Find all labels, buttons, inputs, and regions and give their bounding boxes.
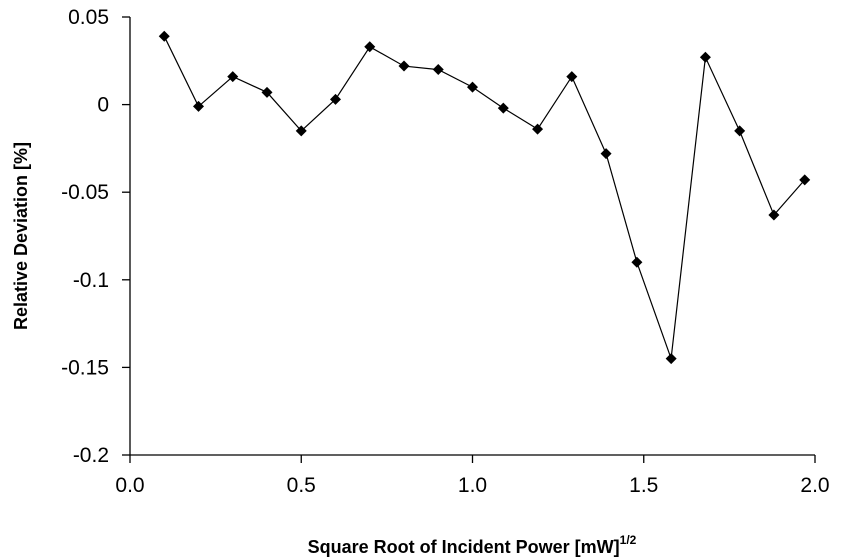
data-point [532, 123, 544, 135]
x-tick-label: 1.5 [629, 474, 658, 497]
x-axis-ticks: 0.0 0.5 1.0 1.5 2.0 [115, 455, 830, 497]
y-axis-ticks: 0.05 0 -0.05 -0.1 -0.15 -0.2 [61, 6, 130, 467]
x-axis-title-superscript: 1/2 [620, 533, 637, 547]
x-tick-label: 2.0 [800, 474, 829, 497]
data-point [799, 174, 811, 186]
data-point [227, 71, 239, 83]
x-tick-label: 1.0 [458, 474, 487, 497]
data-point [734, 125, 746, 137]
data-point [665, 353, 677, 365]
data-point [295, 125, 307, 137]
x-tick-label: 0.0 [115, 474, 144, 497]
data-point [398, 60, 410, 72]
x-axis-title: Square Root of Incident Power [mW]1/2 [308, 533, 637, 557]
y-tick-label: 0.05 [68, 6, 109, 29]
y-tick-label: -0.2 [73, 444, 109, 467]
data-point [432, 64, 444, 76]
y-tick-label: -0.15 [61, 356, 109, 379]
data-point [497, 102, 509, 114]
data-point [261, 86, 273, 98]
data-point [330, 93, 341, 105]
data-point [600, 148, 612, 160]
data-point [699, 51, 711, 63]
series-line [163, 36, 806, 359]
data-series [158, 30, 811, 365]
data-point [768, 209, 780, 221]
data-point [193, 100, 204, 112]
y-tick-label: -0.05 [61, 181, 109, 204]
data-point [467, 81, 478, 93]
y-tick-label: -0.1 [73, 269, 109, 292]
x-axis-title-text: Square Root of Incident Power [mW] [308, 537, 620, 557]
data-point [631, 256, 643, 268]
data-point [364, 41, 376, 53]
y-axis-title: Relative Deviation [%] [11, 142, 31, 330]
data-point [566, 71, 578, 83]
data-point [158, 30, 170, 42]
y-tick-label: 0 [97, 94, 109, 117]
x-tick-label: 0.5 [287, 474, 316, 497]
